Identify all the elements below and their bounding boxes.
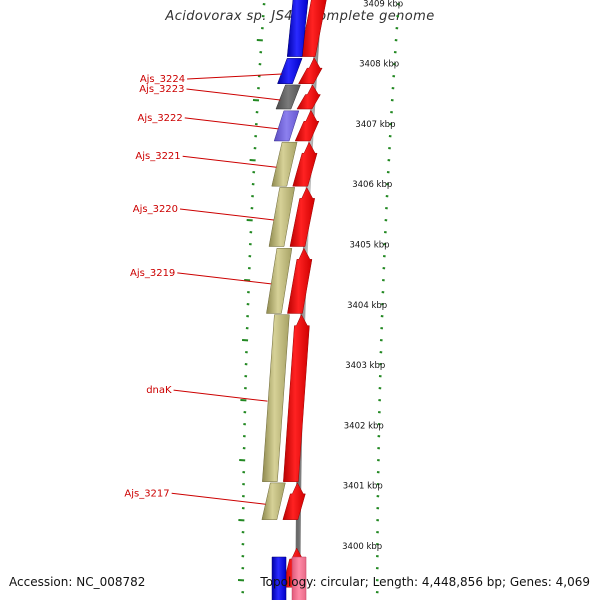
kbp-label: 3400 kbp	[342, 542, 382, 552]
gene-leader-line	[173, 389, 268, 402]
forward-cds-arrow	[289, 186, 316, 247]
accession-label: Accession: NC_008782	[9, 575, 146, 589]
gene-leader-line	[184, 117, 279, 130]
gene-leader-line	[177, 272, 272, 285]
reverse-cds-block	[271, 556, 287, 600]
kbp-label: 3405 kbp	[349, 241, 389, 251]
forward-cds-arrow	[287, 247, 313, 314]
gene-leader-line	[186, 88, 281, 101]
kbp-label: 3409 kbp	[363, 0, 403, 9]
kbp-label: 3406 kbp	[352, 180, 392, 190]
reverse-cds-block	[261, 482, 286, 520]
forward-cds-block	[291, 556, 307, 600]
gene-label: Ajs_3221	[135, 151, 180, 162]
gene-label: Ajs_3223	[139, 84, 184, 95]
forward-cds-arrow	[282, 482, 306, 520]
kbp-label: 3407 kbp	[355, 120, 395, 130]
gene-label: dnaK	[146, 385, 172, 396]
forward-cds-arrow	[298, 57, 323, 84]
gene-label: Ajs_3224	[140, 74, 185, 85]
reverse-cds-block	[271, 141, 298, 187]
gene-leader-line	[187, 73, 282, 80]
reverse-cds-block	[275, 84, 301, 110]
genome-summary: Topology: circular; Length: 4,448,856 bp…	[260, 575, 590, 589]
forward-cds-arrow	[294, 109, 320, 142]
forward-cds-arrow	[299, 0, 327, 57]
gene-label: Ajs_3220	[133, 204, 178, 215]
reverse-cds-block	[277, 58, 303, 84]
reverse-cds-block	[286, 0, 309, 57]
reverse-cds-block	[266, 248, 293, 314]
reverse-cds-block	[262, 314, 290, 482]
reverse-cds-block	[268, 187, 296, 247]
reverse-cds-block	[273, 110, 300, 142]
kbp-label: 3402 kbp	[344, 421, 384, 431]
kbp-label: 3403 kbp	[345, 361, 385, 371]
kbp-label: 3401 kbp	[343, 482, 383, 492]
kbp-label: 3408 kbp	[359, 60, 399, 70]
gene-leader-line	[171, 492, 266, 505]
gene-leader-line	[182, 155, 277, 168]
kbp-label: 3404 kbp	[347, 301, 387, 311]
gene-label: Ajs_3222	[137, 113, 182, 124]
gene-leader-line	[179, 208, 274, 221]
gene-label: Ajs_3217	[124, 488, 169, 499]
forward-cds-arrow	[283, 314, 310, 482]
gene-label: Ajs_3219	[130, 268, 175, 279]
forward-cds-arrow	[296, 84, 321, 110]
forward-cds-arrow	[292, 141, 318, 187]
